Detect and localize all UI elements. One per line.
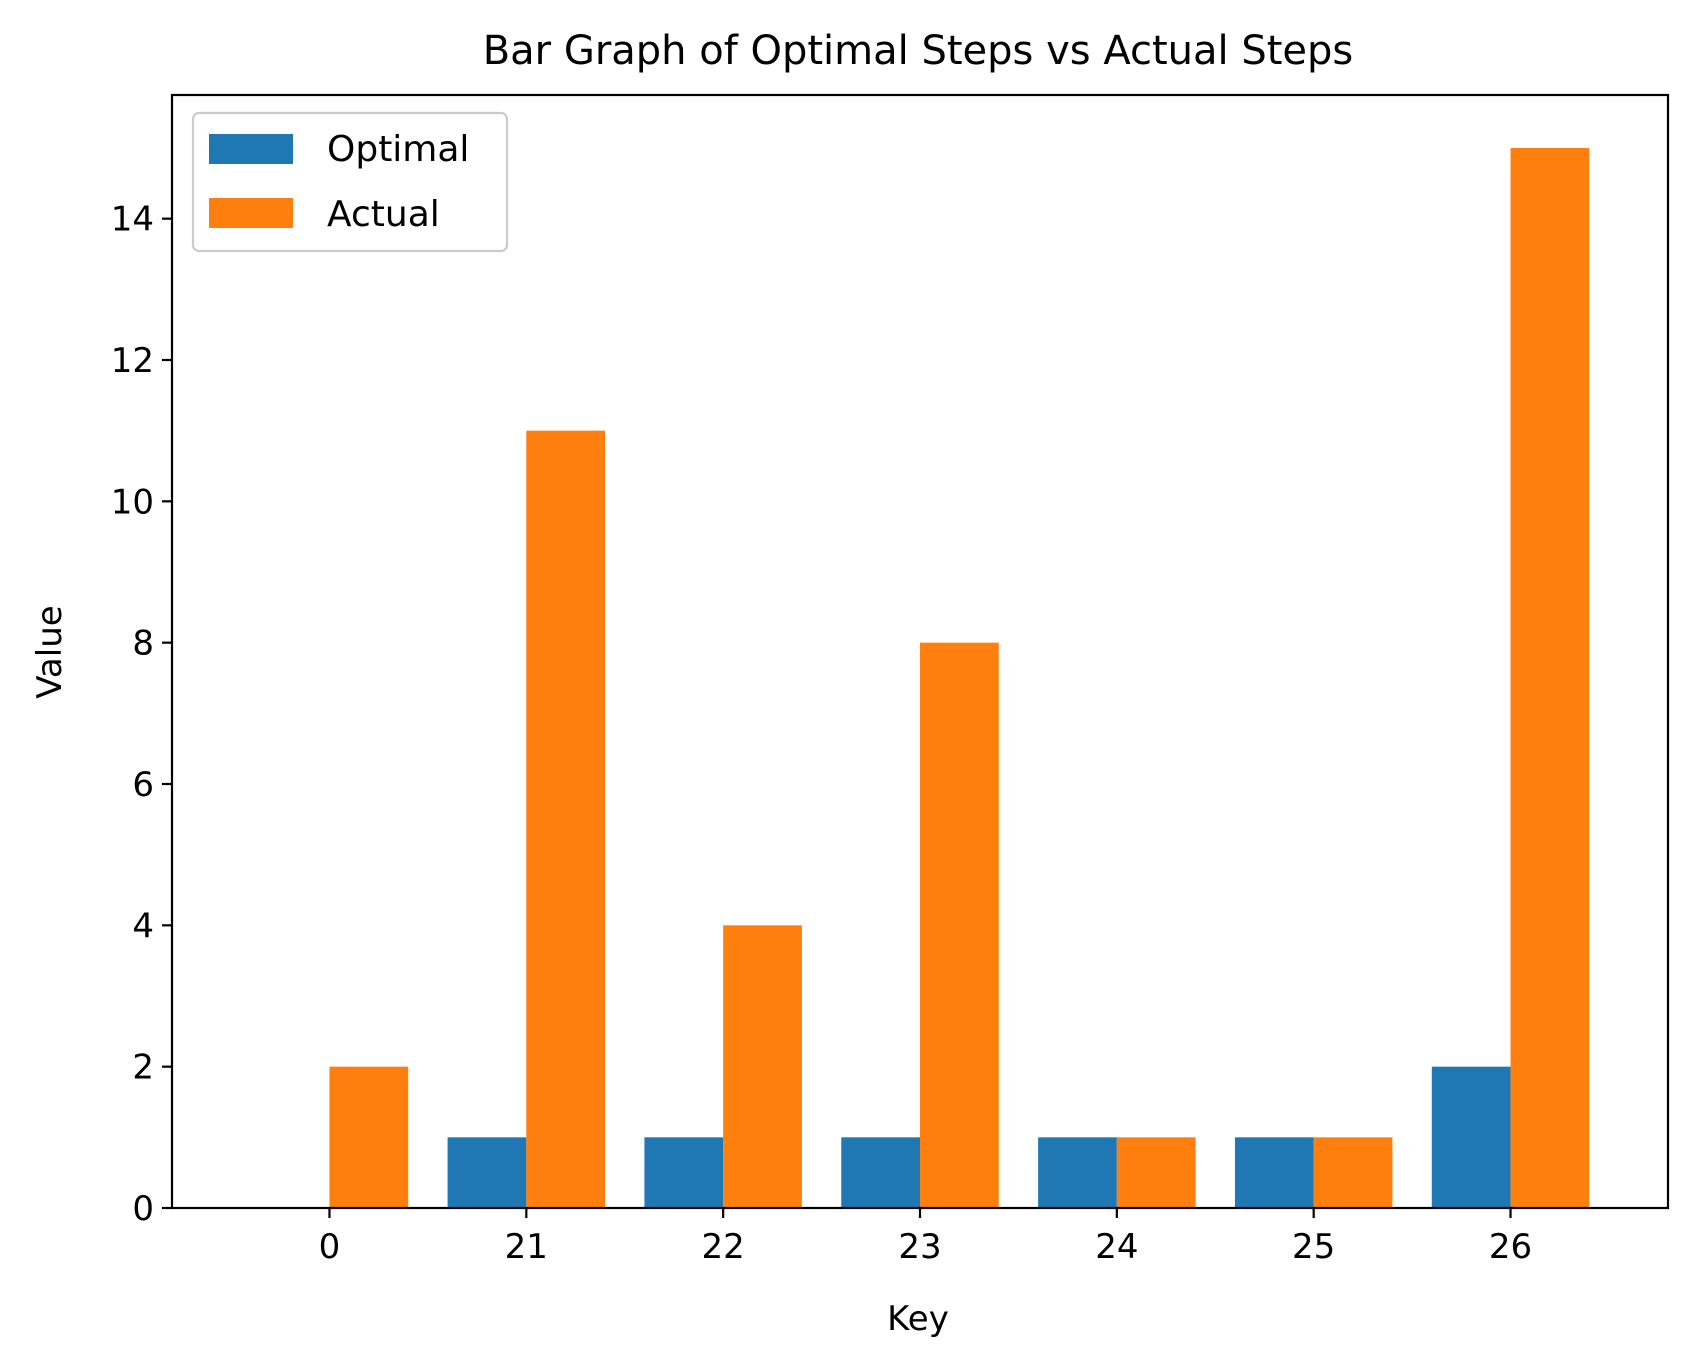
x-axis: 0 21 22 23 24 25 26	[319, 1208, 1532, 1267]
bar-actual-0	[329, 1066, 409, 1208]
y-tick-label: 8	[132, 624, 154, 664]
x-axis-label: Key	[887, 1299, 949, 1339]
legend: Optimal Actual	[191, 111, 509, 253]
legend-label-optimal: Optimal	[327, 129, 469, 170]
y-tick-label: 12	[111, 341, 154, 381]
plot-area	[170, 93, 1670, 1210]
x-tick-label: 24	[1095, 1227, 1138, 1267]
bar-optimal-22	[644, 1137, 724, 1208]
bar-optimal-24	[1038, 1137, 1117, 1208]
y-tick-label: 2	[132, 1048, 154, 1088]
x-tick-label: 21	[505, 1227, 548, 1267]
y-tick-label: 10	[111, 482, 154, 522]
bar-optimal-21	[447, 1137, 527, 1208]
y-axis-label: Value	[30, 605, 70, 698]
bars-group	[329, 148, 1590, 1208]
x-tick-label: 0	[319, 1227, 341, 1267]
x-tick-label: 25	[1292, 1227, 1335, 1267]
bar-optimal-25	[1234, 1137, 1314, 1208]
bar-actual-21	[526, 430, 606, 1208]
bar-actual-25	[1313, 1137, 1393, 1208]
legend-swatch-optimal	[209, 134, 293, 164]
bar-actual-23	[920, 642, 999, 1208]
x-tick-label: 26	[1489, 1227, 1532, 1267]
y-tick-label: 4	[132, 906, 154, 946]
bar-optimal-26	[1431, 1066, 1511, 1208]
legend-swatch-actual	[209, 198, 293, 228]
bar-actual-26	[1510, 148, 1590, 1208]
y-axis: 0 2 4 6 8 10 12 14	[111, 200, 172, 1229]
x-tick-label: 22	[702, 1227, 745, 1267]
bar-optimal-23	[841, 1137, 920, 1208]
y-tick-label: 0	[132, 1189, 154, 1229]
bar-actual-22	[723, 925, 802, 1208]
y-tick-label: 14	[111, 200, 154, 240]
chart-title: Bar Graph of Optimal Steps vs Actual Ste…	[483, 28, 1354, 74]
bar-actual-24	[1116, 1137, 1196, 1208]
y-tick-label: 6	[132, 765, 154, 805]
legend-label-actual: Actual	[327, 194, 440, 235]
x-tick-label: 23	[898, 1227, 941, 1267]
